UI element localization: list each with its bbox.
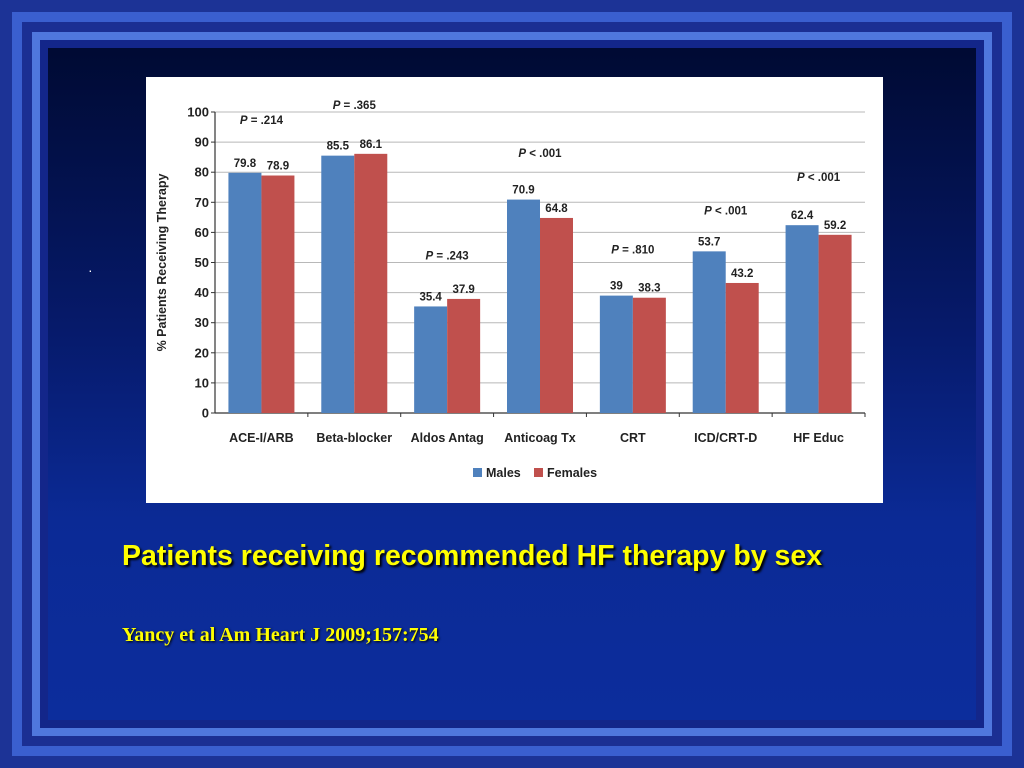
bar-chart: 0 10 20 30 40 50 60 70 80 90 100 % Patients Receivi… [155, 100, 866, 480]
bar-females [818, 234, 852, 413]
bar-females [261, 175, 295, 413]
y-tick-label: 90 [195, 135, 209, 150]
data-label: 62.4 [791, 210, 814, 222]
data-label: 53.7 [698, 236, 720, 248]
data-label: 79.8 [234, 158, 257, 170]
citation: Yancy et al Am Heart J 2009;157:754 [122, 624, 439, 646]
x-tick-label: HF Educ [793, 431, 844, 445]
data-label: 70.9 [512, 185, 534, 197]
data-label: 37.9 [452, 284, 474, 296]
legend-label-males: Males [486, 466, 521, 480]
bar-males [599, 295, 633, 413]
bar-females [632, 297, 666, 413]
legend-label-females: Females [547, 466, 597, 480]
x-tick-label: Beta-blocker [316, 431, 392, 445]
bar-males [414, 306, 448, 413]
y-tick-label: 50 [195, 255, 209, 270]
chart-panel: 0 10 20 30 40 50 60 70 80 90 100 % Patients Receivi… [146, 77, 883, 503]
p-value-annotation: P < .001 [797, 172, 841, 184]
y-tick-label: 0 [202, 406, 209, 421]
legend-swatch-males [473, 468, 482, 477]
x-tick-label: ACE-I/ARB [229, 431, 294, 445]
y-tick-label: 60 [195, 225, 209, 240]
bar-females [354, 153, 388, 413]
data-label: 59.2 [824, 220, 846, 232]
bar-males [692, 251, 726, 413]
data-label: 38.3 [638, 283, 660, 295]
data-label: 78.9 [267, 161, 289, 173]
x-tick-label: Aldos Antag [411, 431, 484, 445]
bullet-mark: · [88, 262, 93, 278]
x-tick-label: ICD/CRT-D [694, 431, 757, 445]
bar-males [321, 155, 355, 413]
slide-caption: Patients receiving recommended HF therap… [122, 540, 823, 572]
data-label: 43.2 [731, 268, 753, 280]
data-label: 85.5 [327, 141, 350, 153]
bar-females [447, 298, 481, 413]
bar-females [725, 282, 759, 413]
data-label: 64.8 [545, 203, 568, 215]
y-tick-label: 80 [195, 165, 209, 180]
y-axis-label: % Patients Receiving Therapy [155, 174, 169, 352]
data-label: 39 [610, 281, 623, 293]
p-value-annotation: P = .365 [333, 100, 377, 112]
p-value-annotation: P = .810 [611, 244, 654, 256]
y-tick-label: 70 [195, 195, 209, 210]
bar-females [540, 217, 573, 413]
x-tick-label: CRT [620, 431, 646, 445]
bar-males [228, 172, 262, 413]
p-value-annotation: P = .214 [240, 115, 284, 127]
x-tick-label: Anticoag Tx [504, 431, 576, 445]
data-label: 35.4 [419, 291, 442, 303]
legend-swatch-females [534, 468, 543, 477]
y-tick-label: 20 [195, 345, 209, 360]
p-value-annotation: P < .001 [704, 205, 748, 217]
y-tick-label: 30 [195, 315, 209, 330]
data-label: 86.1 [360, 139, 383, 151]
y-tick-label: 100 [187, 105, 209, 120]
p-value-annotation: P < .001 [518, 148, 562, 160]
y-tick-label: 10 [195, 375, 209, 390]
p-value-annotation: P = .243 [426, 250, 469, 262]
y-tick-label: 40 [195, 285, 209, 300]
bar-males [507, 199, 540, 413]
bar-males [785, 225, 819, 413]
